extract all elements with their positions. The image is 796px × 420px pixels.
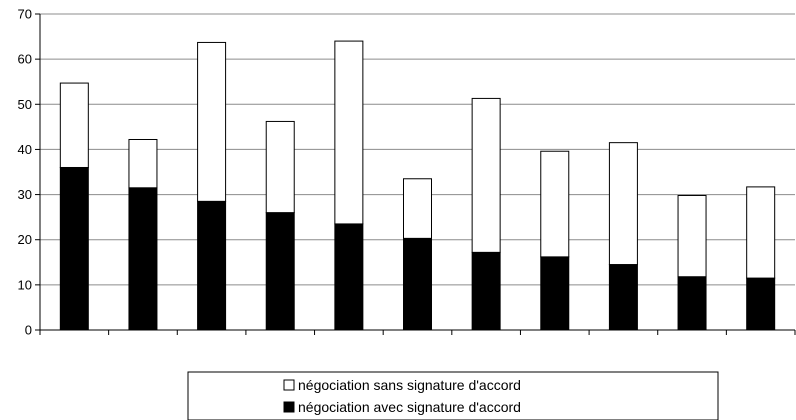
- bar-sans-signature: [265, 120, 295, 214]
- legend-swatch-avec: [283, 401, 295, 413]
- bar-avec-signature: [403, 237, 432, 331]
- bar-sans-signature: [540, 150, 570, 258]
- bar-sans-signature: [608, 142, 638, 266]
- bar-sans-signature: [403, 178, 432, 239]
- bar-sans-signature: [471, 97, 501, 253]
- bar-sans-signature: [128, 138, 158, 189]
- bar-sans-signature: [334, 40, 364, 225]
- legend-label-avec: négociation avec signature d'accord: [298, 399, 521, 415]
- bar-sans-signature: [59, 82, 89, 168]
- bar-avec-signature: [59, 166, 89, 331]
- bar-avec-signature: [608, 264, 638, 331]
- y-tick-label: 50: [18, 97, 32, 112]
- bar-sans-signature: [197, 41, 227, 202]
- legend-label-sans: négociation sans signature d'accord: [298, 377, 521, 393]
- bar-avec-signature: [128, 187, 158, 331]
- y-tick-label: 0: [25, 323, 32, 338]
- legend-box: [187, 371, 719, 420]
- bar-sans-signature: [677, 194, 707, 278]
- y-tick-label: 20: [18, 232, 32, 247]
- y-tick-label: 40: [18, 142, 32, 157]
- y-tick-label: 70: [18, 7, 32, 22]
- bar-avec-signature: [540, 256, 570, 331]
- bar-avec-signature: [471, 251, 501, 331]
- legend-swatch-sans: [283, 379, 295, 391]
- y-tick-label: 10: [18, 277, 32, 292]
- bar-sans-signature: [746, 186, 776, 279]
- y-tick-label: 30: [18, 187, 32, 202]
- bar-avec-signature: [265, 212, 295, 331]
- bar-avec-signature: [677, 276, 707, 331]
- y-tick-label: 60: [18, 52, 32, 67]
- bar-avec-signature: [197, 200, 227, 331]
- bar-avec-signature: [746, 277, 776, 331]
- bar-avec-signature: [334, 223, 364, 331]
